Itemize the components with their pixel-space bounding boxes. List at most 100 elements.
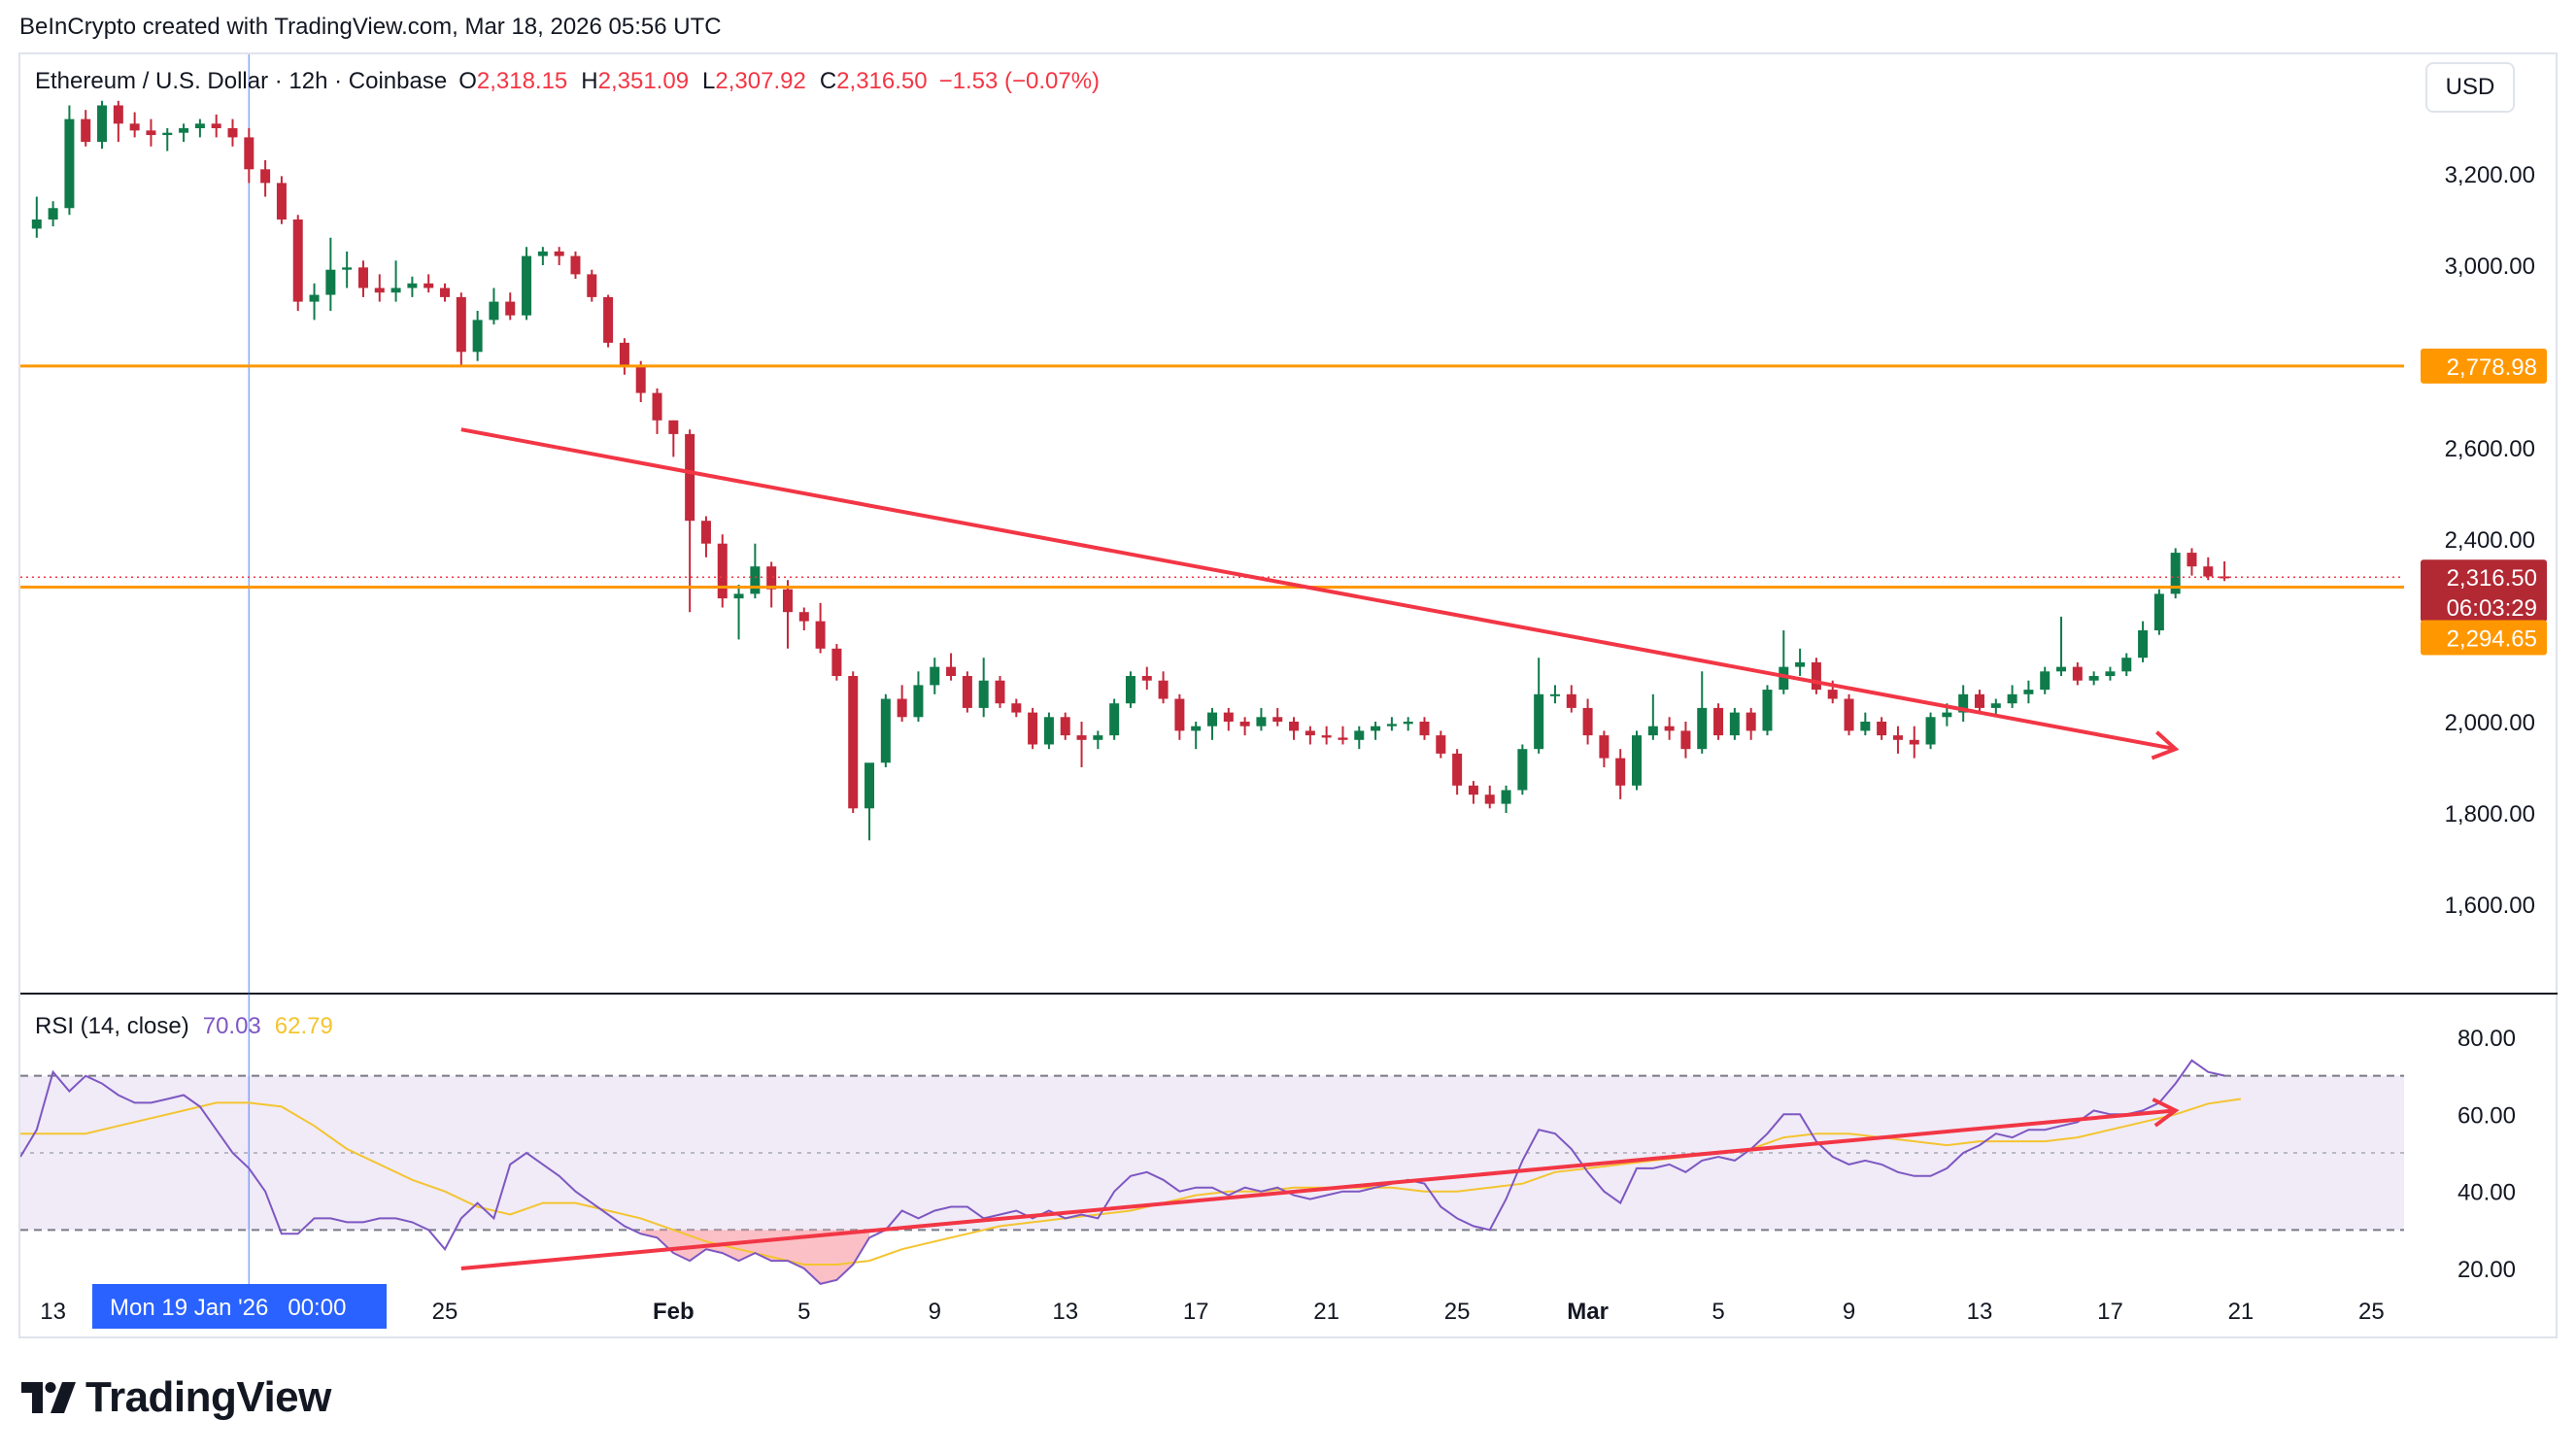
candle-bearish [456,292,466,366]
candle-body [2040,671,2051,691]
currency-button[interactable]: USD [2425,62,2515,113]
candle-bearish [685,429,695,613]
candle-body [1338,737,1348,740]
candle-body [292,220,303,302]
candle-bearish [554,247,564,265]
candle-bullish [1517,744,1528,795]
candle-bullish [390,260,401,302]
rsi-axis[interactable]: 80.00 60.00 40.00 20.00 [2457,1026,2516,1283]
candle-bullish [1191,722,1202,750]
rsi-axis-tick-label: 80.00 [2457,1026,2516,1052]
candle-bullish [537,247,548,265]
time-axis-tick-label: 25 [432,1299,458,1325]
high-value: 2,351.09 [597,68,690,94]
candle-body [554,251,564,256]
candle-body [309,294,320,302]
candle-bullish [194,118,205,138]
candle-bullish [880,693,891,767]
candle-body [1549,693,1560,696]
candle-bearish [668,420,679,457]
candle-body [1892,735,1903,740]
rsi-title[interactable]: RSI (14, close) [35,1013,189,1039]
candle-body [978,680,989,708]
candle-bearish [1338,726,1348,745]
time-axis-tick-label: 13 [1967,1299,1993,1325]
time-axis-tick-label: 21 [2228,1299,2254,1325]
price-downtrend-line[interactable] [460,427,2177,752]
price-axis-tick-label: 3,200.00 [2445,162,2535,188]
candle-bearish [2220,560,2230,582]
candle-bearish [1909,726,1919,759]
rsi-axis-tick-label: 20.00 [2457,1257,2516,1283]
price-axis-tick-label: 2,600.00 [2445,436,2535,462]
candle-bearish [815,602,826,654]
candle-body [407,283,418,288]
candle-bullish [1860,712,1871,736]
tradingview-logo[interactable]: TradingView [21,1373,331,1422]
candle-bearish [81,110,91,147]
candle-body [97,105,108,143]
candle-bullish [1093,730,1103,750]
rsi-uptrend-line[interactable] [460,1108,2176,1270]
candle-bullish [2138,621,2149,662]
candle-bullish [1207,707,1217,740]
candle-bearish [1239,717,1250,736]
candle-body [1844,698,1854,731]
candle-body [603,296,614,343]
support-price-badge-text: 2,294.65 [2447,626,2537,653]
candle-bearish [1223,707,1234,731]
symbol-title[interactable]: Ethereum / U.S. Dollar · 12h · Coinbase [35,68,448,94]
candle-body [750,566,761,594]
candle-body [194,123,205,128]
candle-body [325,269,336,295]
candle-bullish [1549,685,1560,704]
candle-bearish [424,274,434,293]
candle-body [440,287,451,297]
candle-bearish [570,251,581,280]
candle-bearish [1468,781,1478,804]
price-axis-tick-label: 3,000.00 [2445,253,2535,280]
candle-body [2088,676,2099,681]
candle-body [1599,735,1610,759]
candle-bearish [1566,685,1576,713]
rsi-ma-line [20,1098,2242,1266]
candle-bearish [227,118,238,147]
candle-bearish [1615,749,1626,799]
candle-bearish [1713,703,1724,740]
time-axis-tick-label: 13 [1052,1299,1078,1325]
candle-bullish [750,543,761,599]
candle-body [1958,693,1969,713]
candle-body [700,521,711,544]
candle-bullish [342,251,353,288]
candle-bearish [652,388,662,434]
candle-body [1028,712,1038,745]
chart-frame[interactable] [18,52,2558,1338]
candle-bearish [717,534,728,608]
candle-bullish [309,283,320,321]
candle-body [1795,661,1806,667]
candle-body [946,666,957,676]
candle-body [2153,593,2164,630]
candle-body [782,589,793,613]
crosshair-date-label-bg [92,1284,387,1329]
time-axis-tick-label: 9 [929,1299,941,1325]
candle-bearish [440,283,451,302]
candle-bullish [1403,717,1413,731]
candle-body [64,118,75,209]
candle-body [374,287,385,293]
time-axis-tick-label: 21 [1313,1299,1339,1325]
candle-body [1877,722,1887,736]
candle-body [113,105,123,124]
candle-body [1713,707,1724,736]
candle-bearish [962,671,972,713]
resistance-price-badge-bg [2421,348,2547,384]
time-axis-tick-label: 25 [2358,1299,2385,1325]
candle-body [227,128,238,138]
price-axis[interactable]: 3,200.003,000.002,800.002,600.002,400.00… [2445,162,2535,919]
time-axis[interactable]: 13 25 Feb 5 9 13 17 21 25 Mar 5 9 13 17 21 25 [40,1299,2384,1325]
candle-body [2072,666,2083,681]
candle-bullish [1501,785,1511,813]
candle-body [1419,722,1430,736]
candle-bearish [292,215,303,311]
